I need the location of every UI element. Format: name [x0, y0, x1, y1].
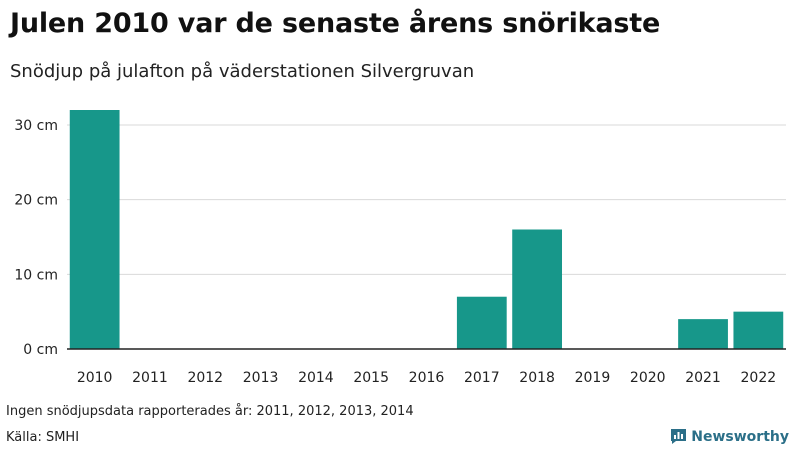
- x-tick-label-2012: 2012: [187, 370, 223, 386]
- y-tick-label: 30 cm: [14, 118, 58, 134]
- y-axis-ticks: 0 cm 10 cm 20 cm 30 cm: [14, 118, 58, 358]
- x-tick-label-2018: 2018: [519, 370, 555, 386]
- bar-2017: [456, 296, 507, 349]
- x-tick-label-2016: 2016: [409, 370, 445, 386]
- brand-name: Newsworthy: [691, 428, 789, 445]
- bar-2022: [733, 311, 784, 349]
- missing-data-note: Ingen snödjupsdata rapporterades år: 201…: [6, 404, 414, 419]
- x-tick-label-2020: 2020: [630, 370, 666, 386]
- x-tick-label-2017: 2017: [464, 370, 500, 386]
- gridlines: [67, 124, 786, 275]
- y-tick-label: 20 cm: [14, 193, 58, 209]
- x-tick-label-2022: 2022: [741, 370, 777, 386]
- y-tick-label: 0 cm: [23, 342, 58, 358]
- x-tick-label-2010: 2010: [77, 370, 113, 386]
- x-tick-label-2021: 2021: [685, 370, 721, 386]
- x-tick-label-2011: 2011: [132, 370, 168, 386]
- x-tick-label-2014: 2014: [298, 370, 334, 386]
- bar-2021: [678, 319, 728, 349]
- bar-chart-speech-icon: [671, 429, 687, 444]
- bars: [69, 110, 784, 349]
- y-tick-label: 10 cm: [14, 267, 58, 283]
- source-credit: Källa: SMHI: [6, 430, 80, 445]
- chart-subtitle: Snödjup på julafton på väderstationen Si…: [10, 61, 475, 82]
- x-axis-ticks: 2010 2011 2012 2013 2014 2015 2016 2017 2018 2019…: [77, 370, 776, 386]
- bar-2018: [512, 229, 563, 349]
- x-tick-label-2013: 2013: [243, 370, 279, 386]
- x-tick-label-2019: 2019: [575, 370, 611, 386]
- chart-title: Julen 2010 var de senaste årens snörikas…: [10, 8, 661, 39]
- x-tick-label-2015: 2015: [353, 370, 389, 386]
- bar-2010: [69, 110, 120, 349]
- bar-chart: 0 cm 10 cm 20 cm 30 cm 2010 2011 2012 2013 2014…: [14, 110, 786, 386]
- brand-logo[interactable]: Newsworthy: [670, 428, 789, 445]
